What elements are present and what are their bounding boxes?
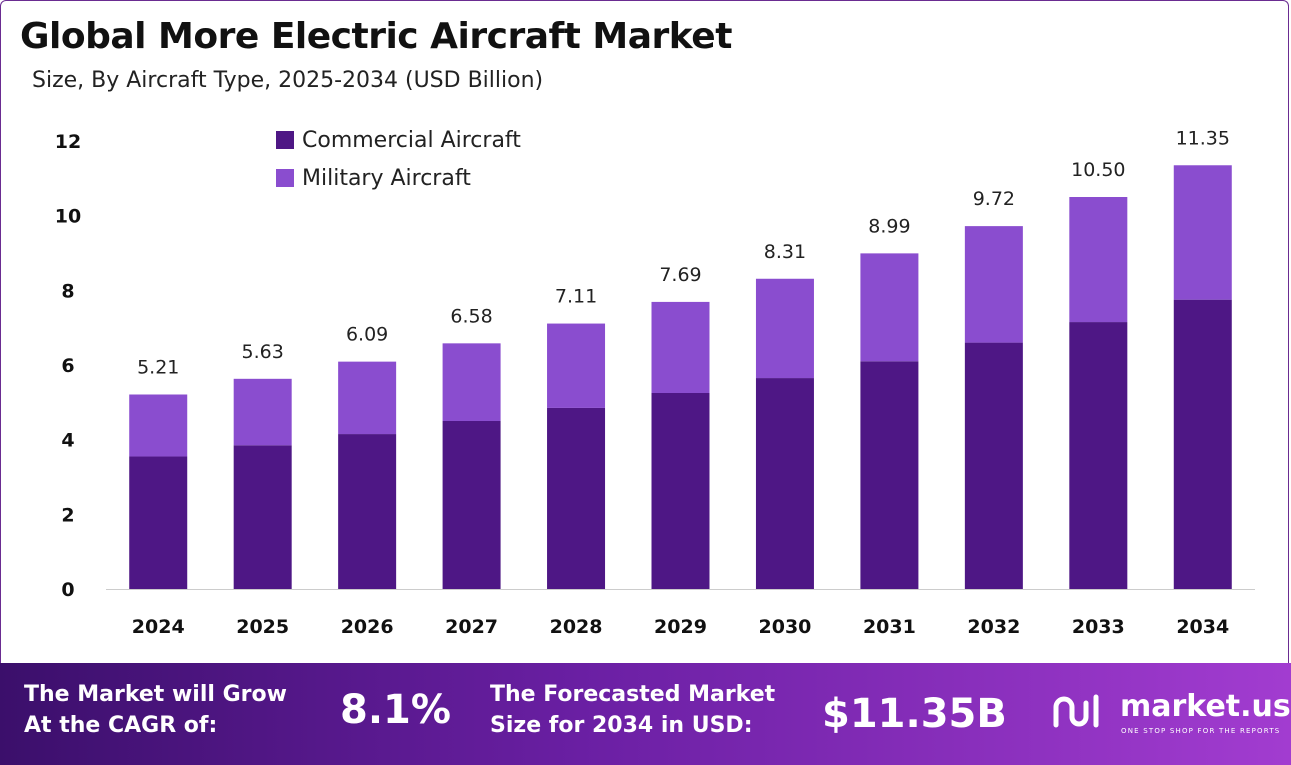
bar-military: [755, 278, 814, 379]
x-tick-label: 2033: [1072, 616, 1125, 638]
bar-commercial: [442, 421, 501, 589]
bar-commercial: [338, 434, 397, 589]
total-data-label: 6.58: [450, 305, 492, 327]
bar-military: [1173, 165, 1232, 300]
y-tick-label: 12: [55, 131, 81, 153]
bar-military: [547, 323, 606, 408]
bar-commercial: [651, 393, 710, 589]
cagr-label: The Market will Grow At the CAGR of:: [24, 679, 287, 741]
x-tick-label: 2024: [132, 616, 185, 638]
brand-tagline: ONE STOP SHOP FOR THE REPORTS: [1121, 727, 1281, 735]
x-tick-label: 2028: [550, 616, 603, 638]
chart-title: Global More Electric Aircraft Market: [20, 16, 732, 57]
bar-military: [442, 343, 501, 421]
bar-military: [1069, 197, 1128, 323]
brand-name: market.us: [1120, 689, 1291, 724]
bar-commercial: [1173, 299, 1232, 589]
cagr-value: 8.1%: [340, 687, 451, 733]
legend-swatch: [276, 169, 294, 187]
y-tick-label: 2: [61, 504, 74, 526]
total-data-label: 7.69: [659, 264, 701, 286]
bar-commercial: [547, 407, 606, 589]
y-tick-label: 6: [61, 355, 74, 377]
total-data-label: 7.11: [555, 286, 597, 308]
total-data-label: 9.72: [973, 188, 1015, 210]
x-tick-label: 2031: [863, 616, 916, 638]
legend-swatch: [276, 131, 294, 149]
total-data-label: 6.09: [346, 324, 388, 346]
bar-commercial: [233, 445, 292, 589]
x-tick-label: 2027: [445, 616, 498, 638]
y-tick-label: 10: [55, 206, 81, 228]
cagr-label-line2: At the CAGR of:: [24, 713, 218, 738]
bar-commercial: [1069, 322, 1128, 589]
x-tick-label: 2032: [967, 616, 1020, 638]
bar-military: [860, 253, 919, 362]
total-data-label: 5.21: [137, 356, 179, 378]
x-tick-label: 2030: [759, 616, 812, 638]
market-us-logo-icon: [1053, 694, 1099, 728]
bar-commercial: [964, 342, 1023, 589]
x-tick-label: 2025: [236, 616, 289, 638]
forecast-label-line1: The Forecasted Market: [490, 682, 776, 707]
forecast-label-line2: Size for 2034 in USD:: [490, 713, 753, 738]
total-data-label: 5.63: [242, 341, 284, 363]
x-tick-label: 2029: [654, 616, 707, 638]
bar-military: [233, 378, 292, 446]
total-data-label: 8.99: [868, 215, 910, 237]
x-tick-label: 2034: [1176, 616, 1229, 638]
bar-military: [651, 301, 710, 393]
bar-commercial: [860, 361, 919, 589]
bar-military: [338, 361, 397, 435]
bar-commercial: [129, 456, 188, 589]
footer-banner: The Market will Grow At the CAGR of: 8.1…: [0, 663, 1291, 765]
bar-military: [129, 394, 188, 457]
bar-commercial: [755, 378, 814, 589]
total-data-label: 11.35: [1176, 127, 1230, 149]
total-data-label: 10.50: [1071, 159, 1125, 181]
cagr-label-line1: The Market will Grow: [24, 682, 287, 707]
total-data-label: 8.31: [764, 241, 806, 263]
y-tick-label: 0: [61, 579, 74, 601]
y-tick-label: 4: [61, 430, 74, 452]
legend-label: Military Aircraft: [302, 166, 471, 191]
y-tick-label: 8: [61, 280, 74, 302]
forecast-label: The Forecasted Market Size for 2034 in U…: [490, 679, 775, 741]
chart-subtitle: Size, By Aircraft Type, 2025-2034 (USD B…: [32, 68, 544, 93]
bar-chart: 0 2 4 6 8 10 12 5.21 2024 5.63 2025 6.09 2026 6.58 202…: [55, 127, 1255, 638]
chart-frame: [0, 0, 1289, 663]
legend-label: Commercial Aircraft: [302, 128, 521, 153]
x-tick-label: 2026: [341, 616, 394, 638]
bar-military: [964, 226, 1023, 343]
forecast-value: $11.35B: [822, 691, 1007, 737]
